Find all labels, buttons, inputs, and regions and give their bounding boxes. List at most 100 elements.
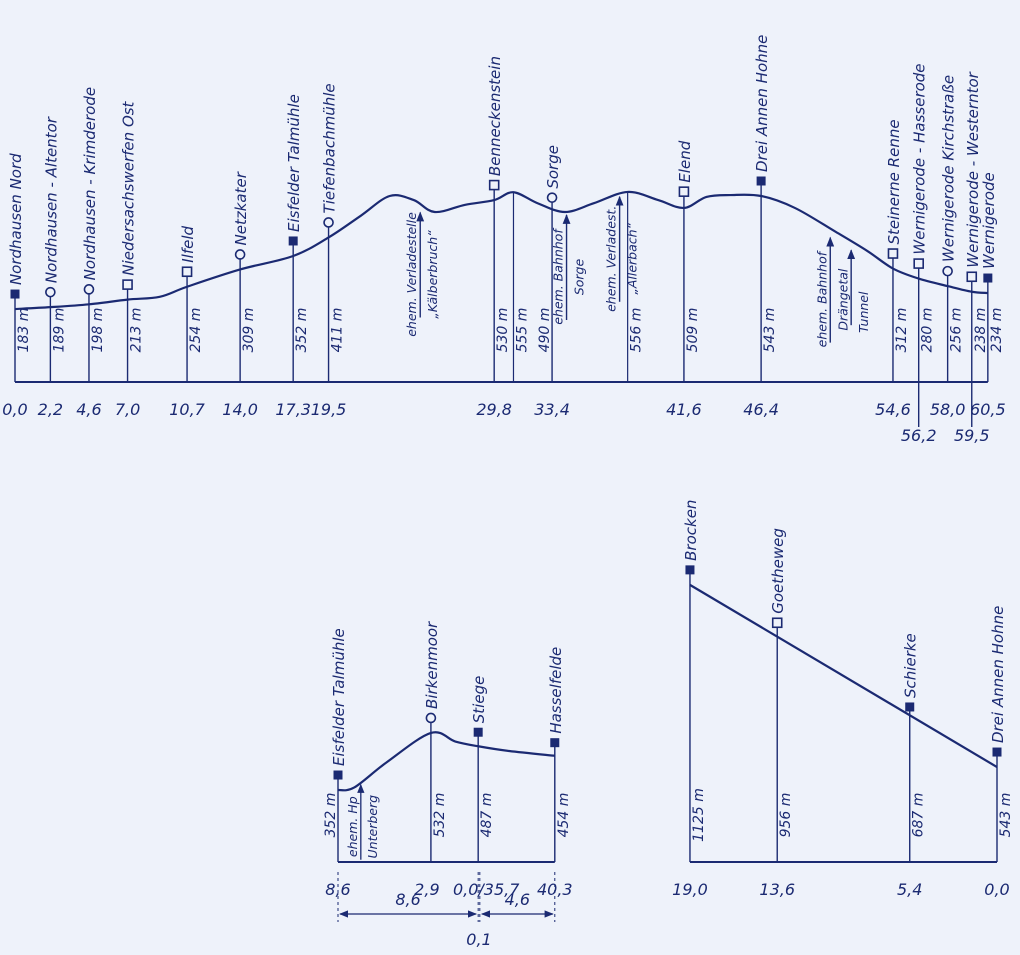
distance-dimension-label: 4,6 [505, 890, 530, 909]
station-km-label: 7,0 [115, 400, 140, 419]
station-name-label: Hasselfelde [547, 647, 565, 734]
station-benneckenstein: Benneckenstein 530 m 29,8 [476, 56, 512, 419]
station-km-label: 54,6 [875, 400, 911, 419]
station-km-label: 4,6 [76, 400, 101, 419]
station-elevation-label: 687 m [911, 793, 927, 838]
station-name-label: Nordhausen Nord [7, 153, 25, 285]
halt-circle-icon [546, 192, 558, 203]
station-name-label: Brocken [682, 500, 700, 561]
station-name-label: Drei Annen Hohne [753, 35, 771, 172]
station-elevation-label: 543 m [762, 308, 778, 353]
former-halt-annotation: ehem. Hp [345, 796, 360, 857]
station-km-label: 5,4 [897, 880, 922, 899]
station-km-label: 13,6 [759, 880, 795, 899]
station-name-label: Wernigerode - Westerntor [964, 71, 982, 267]
station-name-label: Sorge [544, 145, 562, 189]
main-station-filled-square-icon [685, 565, 695, 575]
station-birkenmoor: Birkenmoor 532 m 2,9 [414, 621, 448, 899]
station-drei-annen-hohne: Drei Annen Hohne 543 m 46,4 [743, 35, 779, 419]
halt-circle-icon [425, 712, 437, 724]
station-km-label: 2,9 [414, 880, 439, 899]
station-niedersachswerfen-ost: Niedersachswerfen Ost 213 m 7,0 [115, 100, 145, 419]
main-station-filled-square-icon [550, 738, 560, 748]
halt-circle-icon [45, 286, 56, 298]
hasselfelde-branch-profile-section: Eisfelder Talmühle 352 m 8,6 Birkenmoor 532 … [323, 621, 573, 949]
station-square-icon [678, 186, 690, 197]
main-station-filled-square-icon [473, 727, 483, 737]
station-tiefenbachmühle: Tiefenbachmühle 411 m 19,5 [311, 83, 347, 419]
former-halt-annotation: Unterberg [365, 795, 380, 859]
gap-dimension-label: 0,1 [466, 930, 491, 949]
station-elevation-label: 309 m [241, 308, 257, 353]
elevation-profile-line [14, 190, 988, 311]
station-km-label: 8,6 [325, 880, 350, 899]
station-name-label: Tiefenbachmühle [321, 83, 339, 213]
station-km-label: 40,3 [537, 880, 573, 899]
station-elevation-label: 198 m [90, 308, 106, 353]
station-name-label: Schierke [902, 633, 920, 698]
station-elevation-label: 454 m [556, 793, 572, 838]
station-square-icon [488, 179, 500, 191]
station-name-label: Wernigerode Kirchstraße [940, 75, 958, 262]
station-name-label: Niedersachswerfen Ost [120, 100, 138, 275]
station-ilfeld: Ilfeld 254 m 10,7 [169, 225, 205, 419]
station-wernigerode-westerntor: Wernigerode - Westerntor 238 m 59,5 [954, 71, 990, 445]
station-elevation-label: 532 m [432, 793, 448, 838]
main-station-filled-square-icon [992, 747, 1002, 757]
halt-circle-icon [942, 265, 953, 277]
station-name-label: Nordhausen - Altentor [42, 116, 60, 283]
station-km-label: 17,3 [275, 400, 311, 419]
station-eisfelder-talmühle: Eisfelder Talmühle 352 m 17,3 [275, 94, 311, 419]
station-nordhausen-krimderode: Nordhausen - Krimderode 198 m 4,6 [76, 87, 106, 419]
former-station-annotation: ehem. Verladestelle [404, 212, 419, 337]
station-elevation-label: 312 m [894, 308, 910, 353]
station-stiege: Stiege 487 m 0,0/35,7 [453, 676, 520, 899]
station-km-label: 58,0 [930, 400, 966, 419]
halt-circle-icon [83, 284, 95, 295]
station-km-label: 41,6 [666, 400, 702, 419]
station-km-label: 59,5 [954, 426, 990, 445]
station-square-icon [771, 617, 783, 629]
station-sorge: Sorge 490 m 33,4 [534, 145, 570, 419]
station-netzkater: Netzkater 309 m 14,0 [222, 171, 258, 419]
station-km-label: 0,0 [2, 400, 27, 419]
station-drei-annen-hohne: Drei Annen Hohne 543 m 0,0 [984, 606, 1014, 899]
station-elend: Elend 509 m 41,6 [666, 140, 702, 419]
station-schierke: Schierke 687 m 5,4 [897, 633, 927, 899]
former-station-annotation: Tunnel [856, 291, 871, 333]
main-station-filled-square-icon [905, 702, 915, 712]
main-station-filled-square-icon [333, 770, 343, 780]
station-elevation-label: 543 m [998, 793, 1014, 838]
distance-dimension-label: 8,6 [395, 890, 420, 909]
station-elevation-label: 234 m [989, 308, 1005, 353]
station-elevation-label: 411 m [330, 308, 346, 353]
main-station-filled-square-icon [288, 236, 298, 246]
elevation-profile-line [337, 731, 555, 792]
station-elevation-label: 530 m [495, 308, 511, 353]
station-elevation-label: 213 m [129, 308, 145, 353]
station-steinerne-renne: Steinerne Renne 312 m 54,6 [875, 119, 911, 419]
station-elevation-label: 509 m [685, 308, 701, 353]
station-elevation-label: 1125 m [691, 788, 707, 842]
station-km-label: 60,5 [970, 400, 1006, 419]
station-elevation-label: 487 m [479, 793, 495, 838]
station-elevation-label: 256 m [949, 308, 965, 353]
former-station-annotation: ehem. Bahnhof [551, 228, 566, 325]
station-goetheweg: Goetheweg 956 m 13,6 [759, 528, 795, 899]
station-km-label: 0,0/35,7 [453, 880, 520, 899]
former-station-annotation: Drängetal [835, 268, 850, 331]
station-nordhausen-altentor: Nordhausen - Altentor 189 m 2,2 [38, 116, 68, 419]
station-km-label: 29,8 [476, 400, 512, 419]
station-elevation-label: 280 m [920, 308, 936, 353]
station-square-icon [913, 258, 924, 269]
former-station-annotation: „Allerbach“ [625, 222, 640, 294]
station-km-label: 2,2 [38, 400, 63, 419]
station-elevation-label: 490 m [537, 308, 553, 353]
station-hasselfelde: Hasselfelde 454 m 40,3 [537, 647, 573, 899]
station-km-label: 14,0 [222, 400, 258, 419]
station-name-label: Wernigerode [980, 172, 998, 269]
former-station-annotation: Sorge [572, 259, 587, 296]
station-wernigerode-kirchstraße: Wernigerode Kirchstraße 256 m 58,0 [930, 75, 966, 419]
station-km-label: 56,2 [901, 426, 937, 445]
